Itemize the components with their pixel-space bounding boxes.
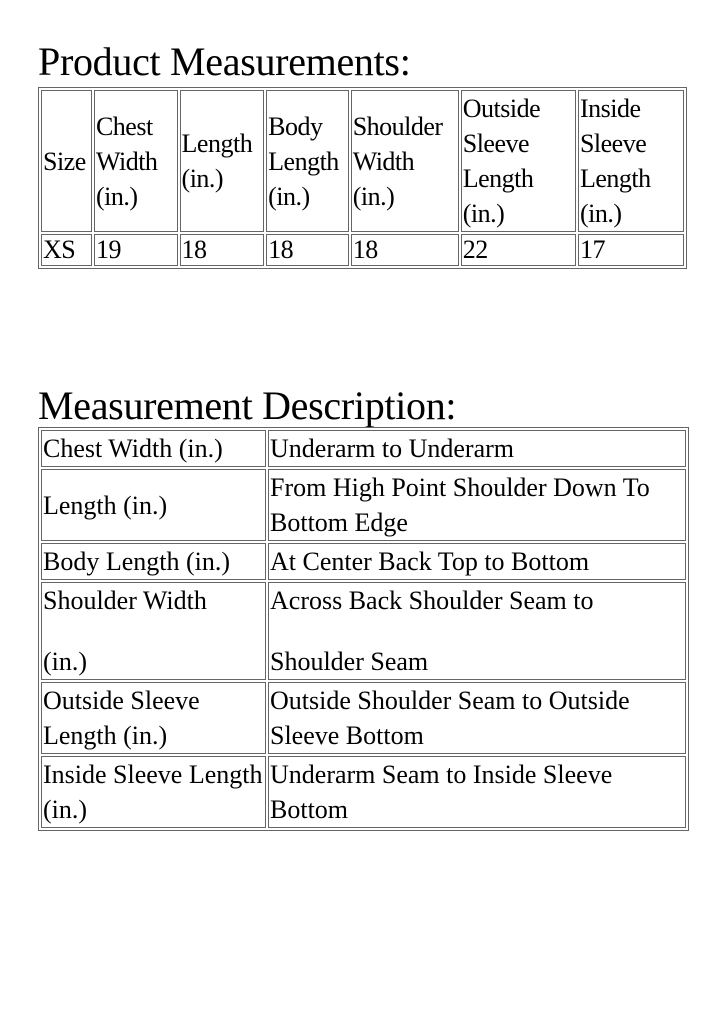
label-cell: Inside Sleeve Length (in.)	[41, 756, 266, 828]
cell: 22	[460, 234, 576, 266]
desc-cell: Across Back Shoulder Seam to Shoulder Sea…	[268, 582, 686, 680]
cell: 18	[266, 234, 349, 266]
desc-cell: From High Point Shoulder Down To Bottom …	[268, 469, 686, 541]
measurements-table: Size Chest Width (in.) Length (in.) Body…	[38, 87, 687, 269]
description-table: Chest Width (in.) Underarm to Underarm Le…	[38, 427, 689, 831]
header-cell: Outside Sleeve Length (in.)	[460, 90, 576, 232]
label-cell: Length (in.)	[41, 469, 266, 541]
table-row: Inside Sleeve Length (in.) Underarm Seam …	[41, 756, 686, 828]
table-row: Body Length (in.) At Center Back Top to B…	[41, 543, 686, 580]
header-cell: Shoulder Width (in.)	[350, 90, 459, 232]
desc-line: Shoulder Seam	[270, 647, 429, 676]
cell: 18	[179, 234, 265, 266]
cell: 17	[577, 234, 684, 266]
label-cell: Body Length (in.)	[41, 543, 266, 580]
table-row: Chest Width (in.) Underarm to Underarm	[41, 430, 686, 467]
table-row: Length (in.) From High Point Shoulder Dow…	[41, 469, 686, 541]
table-row: XS 19 18 18 18 22 17	[41, 234, 684, 266]
label-cell: Shoulder Width (in.)	[41, 582, 266, 680]
measurement-description-title: Measurement Description:	[38, 383, 457, 428]
label-cell: Chest Width (in.)	[41, 430, 266, 467]
cell: 18	[350, 234, 459, 266]
cell: 19	[93, 234, 178, 266]
label-line: Shoulder Width	[43, 586, 207, 615]
header-cell: Chest Width (in.)	[93, 90, 178, 232]
desc-cell: Outside Shoulder Seam to Outside Sleeve …	[268, 682, 686, 754]
desc-cell: Underarm Seam to Inside Sleeve Bottom	[268, 756, 686, 828]
label-cell: Outside Sleeve Length (in.)	[41, 682, 266, 754]
desc-cell: At Center Back Top to Bottom	[268, 543, 686, 580]
header-cell: Body Length (in.)	[266, 90, 349, 232]
header-cell: Inside Sleeve Length (in.)	[577, 90, 684, 232]
product-measurements-title: Product Measurements:	[38, 39, 411, 84]
table-row: Shoulder Width (in.) Across Back Shoulder…	[41, 582, 686, 680]
label-line: (in.)	[43, 647, 88, 676]
header-cell: Size	[41, 90, 92, 232]
desc-line: Across Back Shoulder Seam to	[270, 586, 594, 615]
table-row: Outside Sleeve Length (in.) Outside Shoul…	[41, 682, 686, 754]
header-row: Size Chest Width (in.) Length (in.) Body…	[41, 90, 684, 232]
cell: XS	[41, 234, 92, 266]
desc-cell: Underarm to Underarm	[268, 430, 686, 467]
header-cell: Length (in.)	[179, 90, 265, 232]
